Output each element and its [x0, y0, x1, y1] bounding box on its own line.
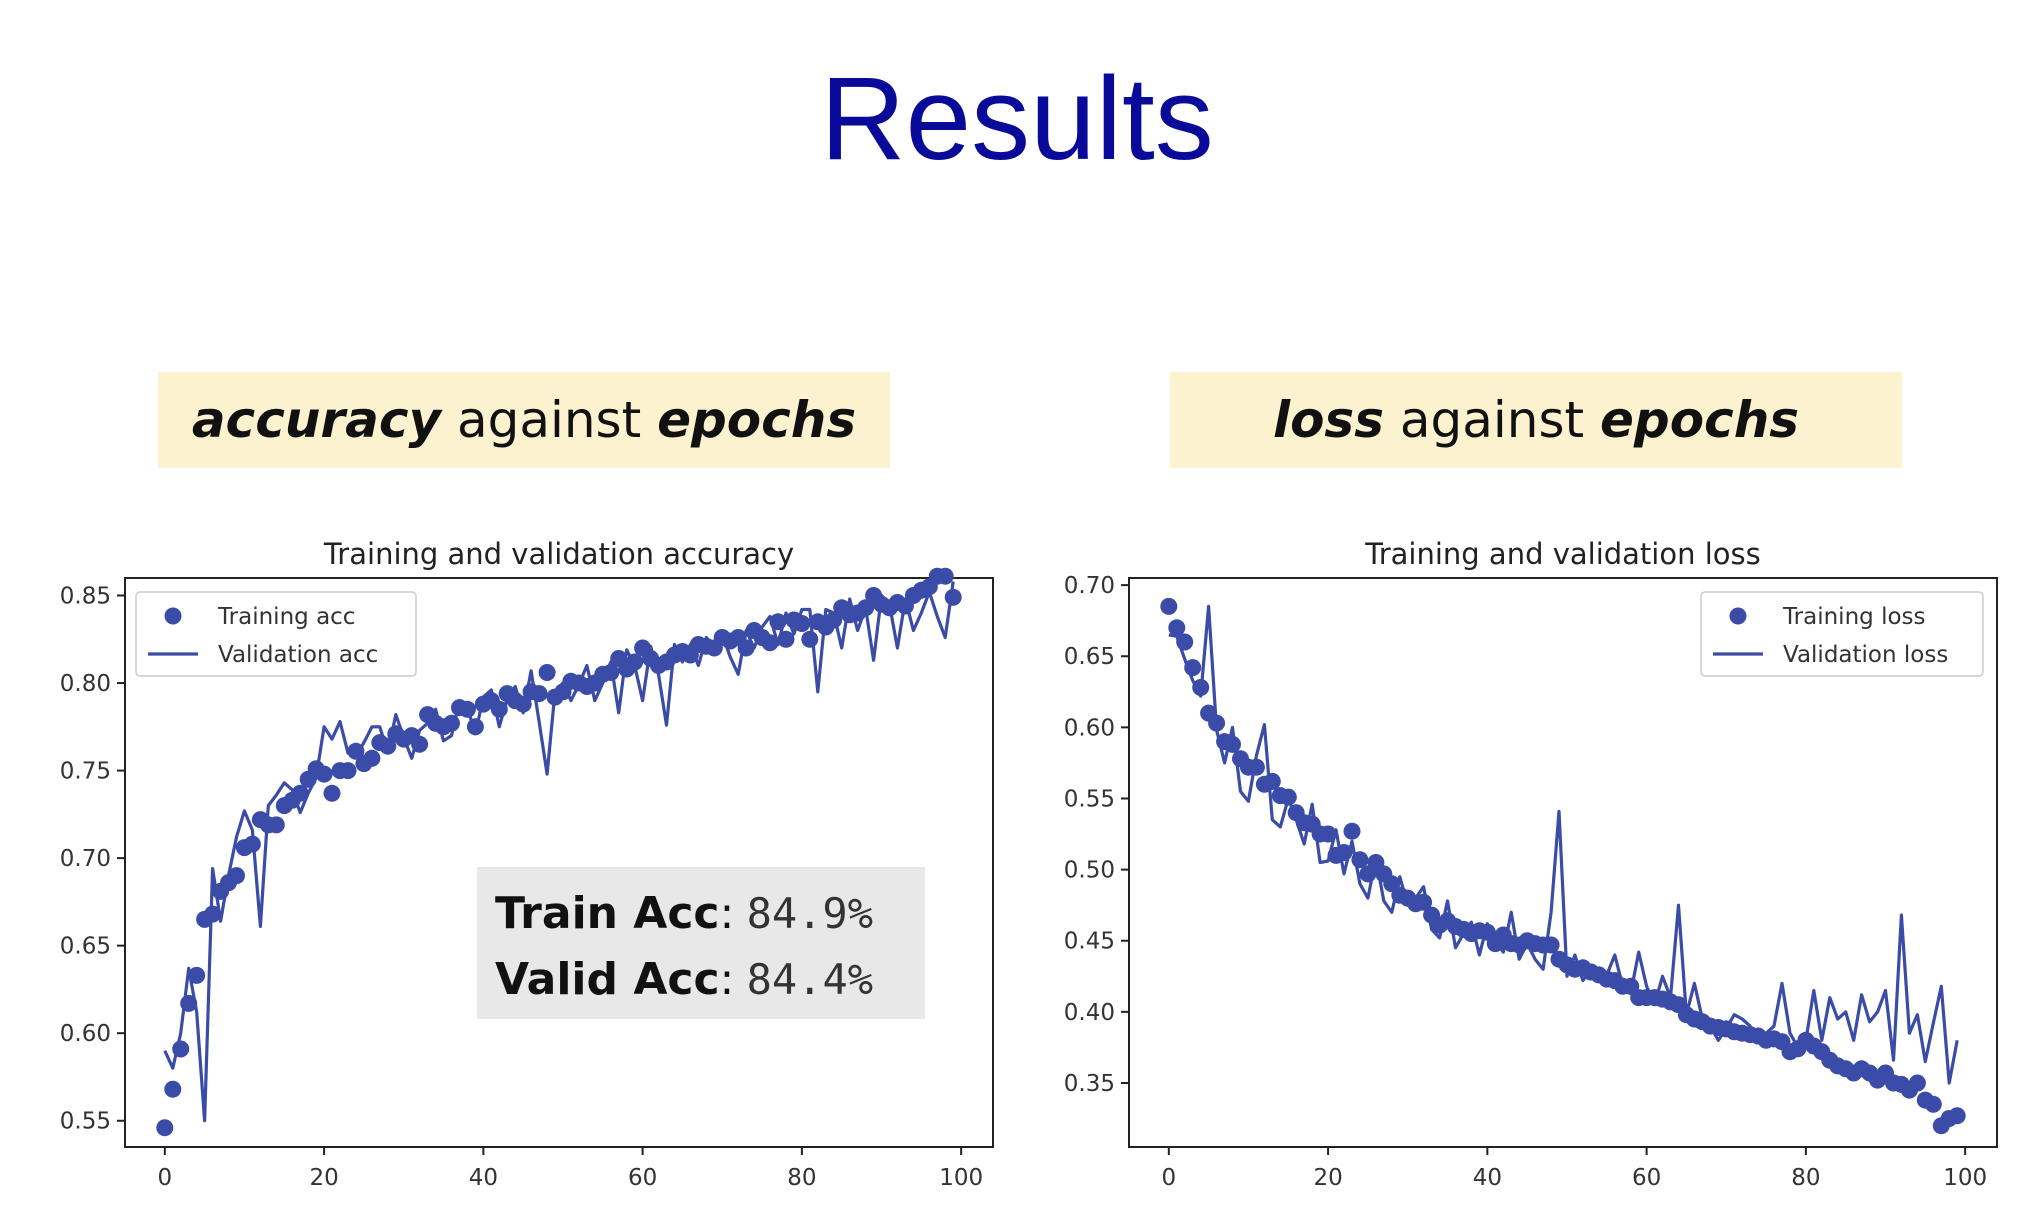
data-point: [267, 816, 285, 834]
x-tick-label: 20: [1313, 1165, 1342, 1191]
loss-banner: loss against epochs: [1170, 372, 1902, 468]
chart-title: Training and validation loss: [1364, 537, 1760, 571]
y-tick-label: 0.45: [1064, 929, 1115, 955]
series-line-validation-acc: [163, 581, 955, 1123]
x-tick-label: 100: [1943, 1165, 1987, 1191]
valid-acc-label: Valid Acc: [495, 954, 720, 1005]
legend: Training acc Validation acc: [135, 591, 417, 677]
y-tick-label: 0.65: [60, 934, 111, 960]
y-tick-label: 0.35: [1064, 1071, 1115, 1097]
data-point: [1168, 619, 1186, 637]
banner-loss-mid: against: [1383, 391, 1600, 449]
data-point: [1343, 822, 1361, 840]
data-point: [156, 1119, 174, 1137]
legend-box: [135, 591, 417, 677]
y-tick-label: 0.70: [60, 846, 111, 872]
data-point: [339, 762, 357, 780]
legend: Training loss Validation loss: [1700, 591, 1984, 677]
x-tick-label: 40: [469, 1165, 498, 1191]
legend-label: Validation loss: [1783, 642, 1948, 668]
chart-title: Training and validation accuracy: [323, 537, 794, 571]
legend-label: Validation acc: [218, 642, 378, 668]
data-point: [164, 1080, 182, 1098]
valid-acc-line: Valid Acc: 84.4%: [495, 947, 925, 1013]
y-tick-label: 0.40: [1064, 1000, 1115, 1026]
accuracy-stats-box: Train Acc: 84.9% Valid Acc: 84.4%: [477, 867, 925, 1019]
banner-acc-bold1: accuracy: [191, 391, 442, 449]
data-point: [1948, 1107, 1966, 1125]
x-tick-label: 100: [939, 1165, 983, 1191]
data-point: [936, 567, 954, 585]
y-tick-label: 0.60: [1064, 715, 1115, 741]
valid-acc-colon: :: [719, 954, 735, 1005]
y-tick-label: 0.55: [1064, 786, 1115, 812]
data-point: [363, 749, 381, 767]
y-tick-label: 0.70: [1064, 573, 1115, 599]
y-tick-label: 0.55: [60, 1109, 111, 1135]
y-tick-label: 0.75: [60, 759, 111, 785]
plot-frame: [1128, 577, 1998, 1148]
data-point: [801, 630, 819, 648]
legend-label: Training acc: [217, 604, 355, 630]
train-acc-line: Train Acc: 84.9%: [495, 881, 925, 947]
legend-box: [1700, 591, 1984, 677]
banner-acc-mid: against: [441, 391, 658, 449]
train-acc-colon: :: [719, 888, 735, 939]
data-point: [323, 784, 341, 802]
y-tick-label: 0.50: [1064, 858, 1115, 884]
accuracy-chart: Training and validation accuracy 0 20 40 60 8…: [60, 537, 994, 1191]
banner-acc-bold2: epochs: [657, 391, 857, 449]
x-tick-label: 80: [787, 1165, 816, 1191]
train-acc-value: 84.9%: [746, 889, 874, 938]
x-tick-label: 40: [1473, 1165, 1502, 1191]
plot-frame: [124, 577, 994, 1148]
banner-loss-bold2: epochs: [1600, 391, 1800, 449]
y-tick-label: 0.85: [60, 584, 111, 610]
x-tick-label: 60: [628, 1165, 657, 1191]
x-tick-label: 0: [157, 1165, 172, 1191]
accuracy-banner: accuracy against epochs: [158, 372, 890, 468]
loss-chart: Training and validation loss 0 20 40 60 80 100…: [1064, 537, 1998, 1191]
valid-acc-value: 84.4%: [746, 955, 874, 1004]
legend-label: Training loss: [1782, 604, 1926, 630]
x-tick-label: 60: [1632, 1165, 1661, 1191]
y-tick-label: 0.80: [60, 671, 111, 697]
data-point: [228, 867, 245, 885]
data-point: [188, 966, 206, 984]
x-tick-label: 0: [1161, 1165, 1176, 1191]
data-point: [1160, 597, 1178, 615]
y-tick-label: 0.60: [60, 1021, 111, 1047]
data-point: [1263, 772, 1281, 790]
legend-point-marker: [1729, 607, 1747, 625]
data-point: [1908, 1074, 1926, 1092]
slide-title: Results: [820, 53, 1214, 185]
data-point: [761, 634, 779, 652]
series-line-validation-loss: [1168, 604, 1959, 1085]
train-acc-label: Train Acc: [495, 888, 720, 939]
data-point: [1924, 1095, 1942, 1113]
data-point: [538, 664, 556, 681]
x-tick-label: 80: [1791, 1165, 1820, 1191]
banner-loss-bold1: loss: [1272, 391, 1384, 449]
legend-point-marker: [164, 607, 182, 625]
data-point: [315, 765, 333, 783]
y-tick-label: 0.65: [1064, 644, 1115, 670]
x-tick-label: 20: [309, 1165, 338, 1191]
